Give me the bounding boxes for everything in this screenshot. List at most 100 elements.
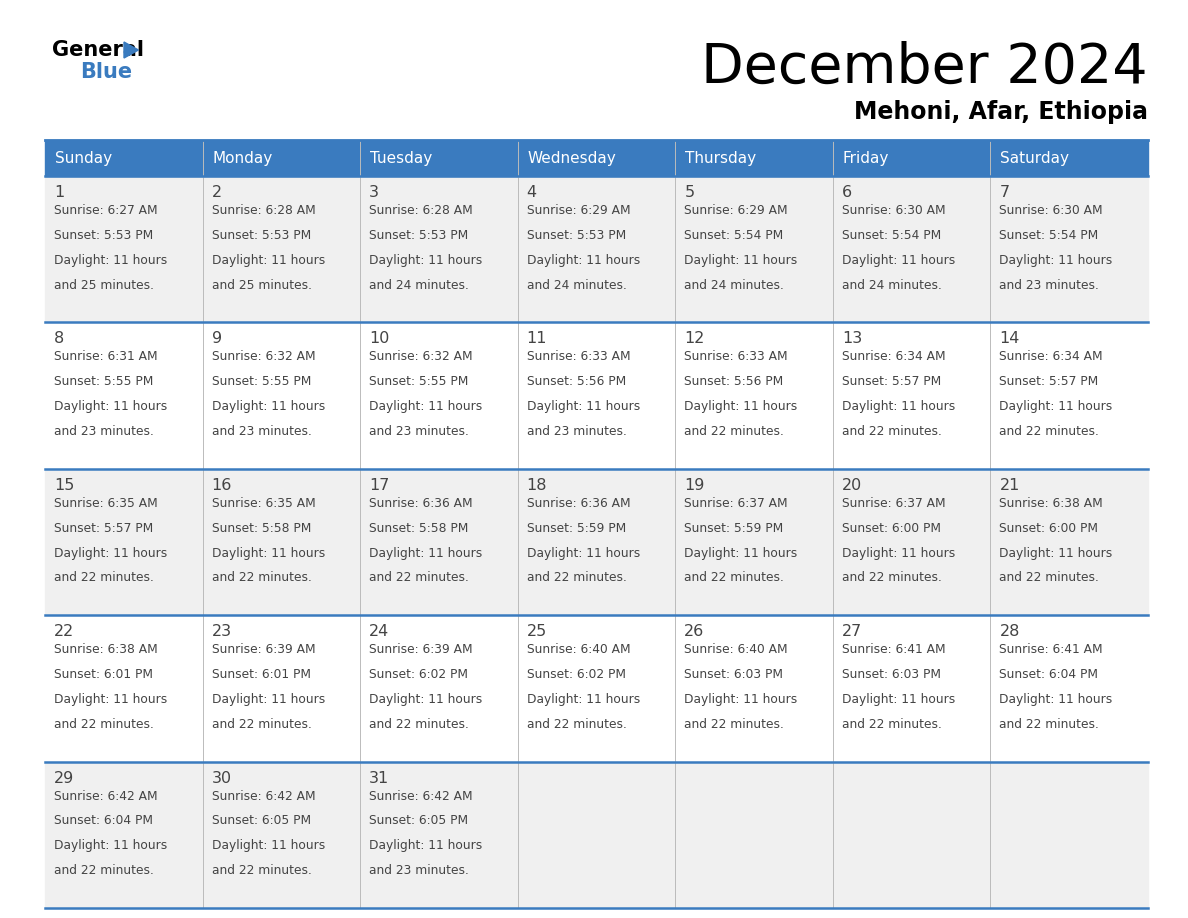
Text: Wednesday: Wednesday	[527, 151, 617, 165]
Text: and 22 minutes.: and 22 minutes.	[684, 425, 784, 438]
Text: Sunset: 5:53 PM: Sunset: 5:53 PM	[526, 229, 626, 241]
Text: Saturday: Saturday	[1000, 151, 1069, 165]
Text: Sunset: 5:53 PM: Sunset: 5:53 PM	[211, 229, 311, 241]
Bar	[203, 469, 360, 615]
Text: Daylight: 11 hours: Daylight: 11 hours	[211, 546, 324, 560]
Text: Thursday: Thursday	[685, 151, 757, 165]
Text: Sunset: 5:55 PM: Sunset: 5:55 PM	[369, 375, 468, 388]
Text: Daylight: 11 hours: Daylight: 11 hours	[526, 253, 640, 267]
Text: Sunday: Sunday	[55, 151, 112, 165]
Text: Sunset: 6:00 PM: Sunset: 6:00 PM	[842, 521, 941, 534]
Text: Sunrise: 6:42 AM: Sunrise: 6:42 AM	[53, 789, 158, 802]
Text: and 23 minutes.: and 23 minutes.	[369, 864, 469, 878]
Text: Sunset: 5:56 PM: Sunset: 5:56 PM	[684, 375, 784, 388]
Bar	[518, 140, 675, 176]
Text: Sunrise: 6:33 AM: Sunrise: 6:33 AM	[684, 351, 788, 364]
Text: Sunset: 5:57 PM: Sunset: 5:57 PM	[53, 521, 153, 534]
Bar	[203, 176, 360, 322]
Bar	[360, 176, 518, 322]
Text: Daylight: 11 hours: Daylight: 11 hours	[369, 546, 482, 560]
Text: Sunset: 6:02 PM: Sunset: 6:02 PM	[526, 668, 626, 681]
Text: 10: 10	[369, 331, 390, 346]
Bar	[45, 469, 203, 615]
Text: Sunset: 6:04 PM: Sunset: 6:04 PM	[999, 668, 1099, 681]
Bar	[833, 469, 991, 615]
Text: General: General	[52, 40, 144, 60]
Text: and 22 minutes.: and 22 minutes.	[53, 864, 154, 878]
Text: Daylight: 11 hours: Daylight: 11 hours	[53, 693, 168, 706]
Text: and 22 minutes.: and 22 minutes.	[211, 571, 311, 585]
Text: Sunset: 5:54 PM: Sunset: 5:54 PM	[684, 229, 784, 241]
Text: Sunset: 6:02 PM: Sunset: 6:02 PM	[369, 668, 468, 681]
Text: and 22 minutes.: and 22 minutes.	[842, 571, 942, 585]
Text: Daylight: 11 hours: Daylight: 11 hours	[842, 546, 955, 560]
Text: 4: 4	[526, 185, 537, 200]
Bar	[203, 140, 360, 176]
Text: 14: 14	[999, 331, 1019, 346]
Text: and 22 minutes.: and 22 minutes.	[999, 571, 1099, 585]
Text: Daylight: 11 hours: Daylight: 11 hours	[211, 693, 324, 706]
Text: and 25 minutes.: and 25 minutes.	[53, 279, 154, 292]
Text: Daylight: 11 hours: Daylight: 11 hours	[999, 693, 1113, 706]
Text: and 22 minutes.: and 22 minutes.	[369, 571, 469, 585]
Bar	[360, 615, 518, 762]
Text: 18: 18	[526, 477, 548, 493]
Text: 29: 29	[53, 770, 74, 786]
Text: Sunset: 5:59 PM: Sunset: 5:59 PM	[684, 521, 784, 534]
Bar	[675, 140, 833, 176]
Text: 16: 16	[211, 477, 232, 493]
Text: Sunset: 5:54 PM: Sunset: 5:54 PM	[999, 229, 1099, 241]
Text: Sunset: 5:53 PM: Sunset: 5:53 PM	[53, 229, 153, 241]
Bar	[360, 140, 518, 176]
Text: Daylight: 11 hours: Daylight: 11 hours	[684, 546, 797, 560]
Bar	[45, 176, 203, 322]
Text: Sunrise: 6:42 AM: Sunrise: 6:42 AM	[369, 789, 473, 802]
Text: and 23 minutes.: and 23 minutes.	[526, 425, 626, 438]
Text: Daylight: 11 hours: Daylight: 11 hours	[369, 693, 482, 706]
Bar	[991, 322, 1148, 469]
Bar	[991, 140, 1148, 176]
Text: Sunset: 6:03 PM: Sunset: 6:03 PM	[842, 668, 941, 681]
Text: Sunrise: 6:29 AM: Sunrise: 6:29 AM	[526, 204, 631, 217]
Bar	[991, 615, 1148, 762]
Text: 24: 24	[369, 624, 390, 639]
Bar	[360, 762, 518, 908]
Text: Mehoni, Afar, Ethiopia: Mehoni, Afar, Ethiopia	[854, 100, 1148, 124]
Text: 21: 21	[999, 477, 1019, 493]
Text: 27: 27	[842, 624, 862, 639]
Bar	[675, 762, 833, 908]
Text: Sunset: 6:03 PM: Sunset: 6:03 PM	[684, 668, 783, 681]
Text: Sunrise: 6:30 AM: Sunrise: 6:30 AM	[999, 204, 1102, 217]
Text: Sunrise: 6:41 AM: Sunrise: 6:41 AM	[999, 644, 1102, 656]
Text: 1: 1	[53, 185, 64, 200]
Text: Sunrise: 6:37 AM: Sunrise: 6:37 AM	[684, 497, 788, 509]
Text: and 23 minutes.: and 23 minutes.	[999, 279, 1099, 292]
Text: 17: 17	[369, 477, 390, 493]
Text: Daylight: 11 hours: Daylight: 11 hours	[53, 839, 168, 852]
Text: Sunrise: 6:28 AM: Sunrise: 6:28 AM	[211, 204, 315, 217]
Text: 15: 15	[53, 477, 75, 493]
Bar	[991, 469, 1148, 615]
Text: Blue: Blue	[80, 62, 132, 82]
Text: 22: 22	[53, 624, 74, 639]
Text: Sunset: 5:58 PM: Sunset: 5:58 PM	[211, 521, 311, 534]
Text: Sunrise: 6:35 AM: Sunrise: 6:35 AM	[53, 497, 158, 509]
Text: Sunset: 5:57 PM: Sunset: 5:57 PM	[999, 375, 1099, 388]
Text: Daylight: 11 hours: Daylight: 11 hours	[842, 253, 955, 267]
Text: Daylight: 11 hours: Daylight: 11 hours	[999, 400, 1113, 413]
Text: Tuesday: Tuesday	[371, 151, 432, 165]
Text: 2: 2	[211, 185, 222, 200]
Bar	[518, 469, 675, 615]
Text: Sunrise: 6:29 AM: Sunrise: 6:29 AM	[684, 204, 788, 217]
Text: Daylight: 11 hours: Daylight: 11 hours	[53, 546, 168, 560]
Text: 7: 7	[999, 185, 1010, 200]
Text: Sunrise: 6:42 AM: Sunrise: 6:42 AM	[211, 789, 315, 802]
Text: and 22 minutes.: and 22 minutes.	[842, 425, 942, 438]
Bar	[45, 762, 203, 908]
Text: Sunrise: 6:35 AM: Sunrise: 6:35 AM	[211, 497, 315, 509]
Text: 3: 3	[369, 185, 379, 200]
Text: Daylight: 11 hours: Daylight: 11 hours	[684, 253, 797, 267]
Text: Daylight: 11 hours: Daylight: 11 hours	[842, 693, 955, 706]
Text: Sunset: 5:55 PM: Sunset: 5:55 PM	[53, 375, 153, 388]
Text: 13: 13	[842, 331, 862, 346]
